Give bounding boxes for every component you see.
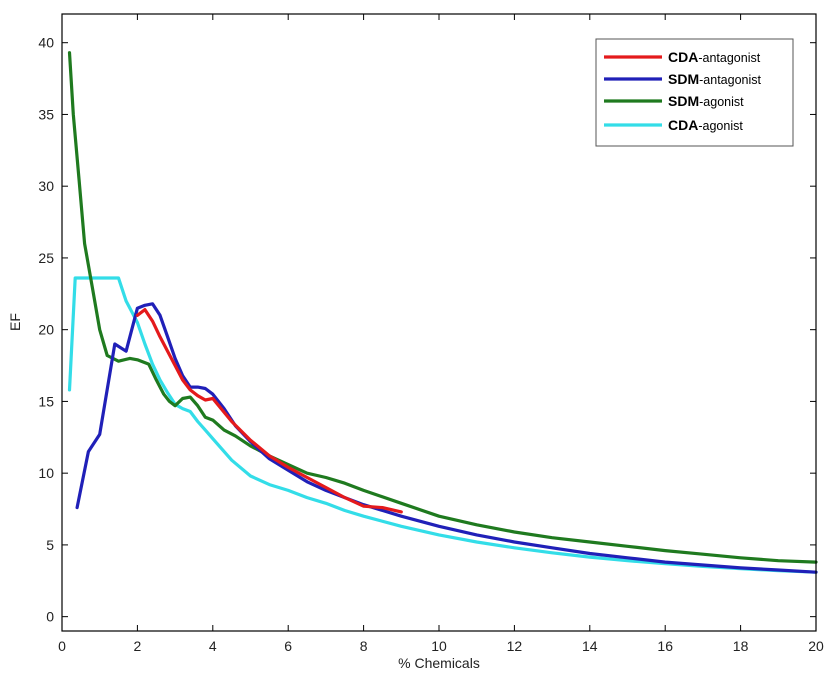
legend-label-suffix: -antagonist <box>699 73 761 87</box>
x-tick-label: 2 <box>134 638 142 654</box>
series-line-sdm-agonist <box>67 51 818 564</box>
legend-label-suffix: -agonist <box>699 95 744 109</box>
y-tick-label: 5 <box>46 537 54 553</box>
legend-label-sdm-antagonist: SDM-antagonist <box>668 71 761 87</box>
x-tick-label: 6 <box>284 638 292 654</box>
series-line-cda-agonist <box>67 276 818 574</box>
series-layer <box>67 51 818 574</box>
y-tick-label: 15 <box>38 393 54 409</box>
legend-label-cda-agonist: CDA-agonist <box>668 117 743 133</box>
x-tick-label: 12 <box>507 638 523 654</box>
y-axis: 0 5 10 15 20 25 30 35 40 <box>38 35 816 625</box>
legend-label-cda-antagonist: CDA-antagonist <box>668 49 761 65</box>
y-tick-label: 40 <box>38 35 54 51</box>
y-tick-label: 35 <box>38 106 54 122</box>
legend-label-suffix: -agonist <box>698 119 743 133</box>
y-tick-label: 0 <box>46 609 54 625</box>
legend-label-suffix: -antagonist <box>698 51 760 65</box>
legend-label-sdm-agonist: SDM-agonist <box>668 93 744 109</box>
legend-label-prefix: CDA <box>668 49 698 65</box>
series-line-sdm-antagonist <box>75 302 818 574</box>
x-tick-label: 4 <box>209 638 217 654</box>
x-tick-label: 18 <box>733 638 749 654</box>
y-tick-label: 10 <box>38 465 54 481</box>
y-tick-label: 20 <box>38 322 54 338</box>
legend-label-prefix: SDM <box>668 93 699 109</box>
legend: CDA-antagonistSDM-antagonistSDM-agonistC… <box>595 38 794 147</box>
y-tick-label: 25 <box>38 250 54 266</box>
x-axis: 0 2 4 6 8 10 12 14 16 18 20 <box>58 14 824 654</box>
x-tick-label: 10 <box>431 638 447 654</box>
legend-label-prefix: SDM <box>668 71 699 87</box>
x-tick-label: 0 <box>58 638 66 654</box>
x-axis-title: % Chemicals <box>398 655 480 671</box>
legend-label-prefix: CDA <box>668 117 698 133</box>
y-axis-title: EF <box>7 313 23 331</box>
y-tick-label: 30 <box>38 178 54 194</box>
x-tick-label: 8 <box>360 638 368 654</box>
x-tick-label: 20 <box>808 638 824 654</box>
x-tick-label: 16 <box>657 638 673 654</box>
series-line-cda-antagonist <box>135 308 403 514</box>
x-tick-label: 14 <box>582 638 598 654</box>
